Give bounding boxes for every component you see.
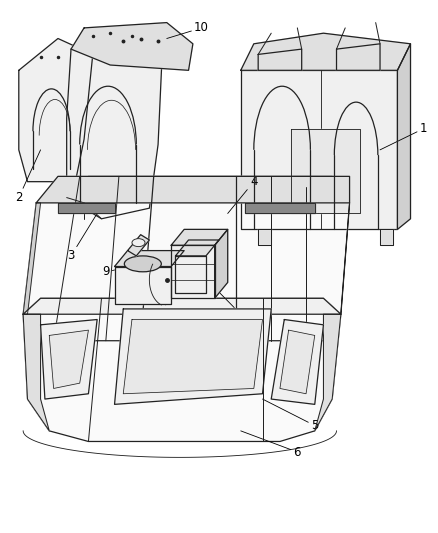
Polygon shape — [23, 203, 41, 314]
Polygon shape — [115, 251, 184, 266]
Text: 4: 4 — [228, 175, 258, 214]
Polygon shape — [171, 229, 228, 245]
Text: 2: 2 — [15, 150, 41, 204]
Polygon shape — [23, 298, 341, 441]
Text: 9: 9 — [102, 265, 132, 278]
Polygon shape — [171, 245, 215, 298]
Polygon shape — [315, 314, 341, 431]
Polygon shape — [19, 38, 93, 182]
Polygon shape — [241, 70, 397, 229]
Polygon shape — [258, 49, 302, 70]
Text: 10: 10 — [167, 21, 209, 38]
Polygon shape — [241, 33, 410, 70]
Polygon shape — [397, 44, 410, 229]
Polygon shape — [245, 203, 315, 214]
Polygon shape — [215, 229, 228, 298]
Polygon shape — [49, 330, 88, 389]
Polygon shape — [341, 203, 350, 314]
Polygon shape — [336, 44, 380, 70]
Ellipse shape — [132, 239, 145, 247]
Polygon shape — [380, 229, 393, 245]
Polygon shape — [58, 203, 115, 214]
Text: 7: 7 — [215, 288, 244, 321]
Text: 8: 8 — [159, 277, 176, 321]
Polygon shape — [271, 319, 323, 405]
Polygon shape — [23, 176, 350, 341]
Text: 3: 3 — [67, 214, 97, 262]
Polygon shape — [176, 256, 206, 293]
Polygon shape — [67, 28, 162, 219]
Polygon shape — [291, 128, 360, 214]
Polygon shape — [127, 235, 149, 256]
Polygon shape — [115, 309, 271, 405]
Text: 5: 5 — [262, 399, 318, 432]
Polygon shape — [280, 330, 315, 394]
Polygon shape — [176, 240, 219, 256]
Polygon shape — [36, 176, 350, 203]
Polygon shape — [123, 319, 262, 394]
Text: 6: 6 — [241, 431, 301, 458]
Polygon shape — [23, 314, 49, 431]
Polygon shape — [115, 266, 171, 304]
Ellipse shape — [124, 256, 161, 272]
Polygon shape — [23, 298, 341, 314]
Polygon shape — [41, 319, 97, 399]
Polygon shape — [258, 229, 271, 245]
Polygon shape — [71, 22, 193, 70]
Text: 1: 1 — [380, 122, 427, 150]
